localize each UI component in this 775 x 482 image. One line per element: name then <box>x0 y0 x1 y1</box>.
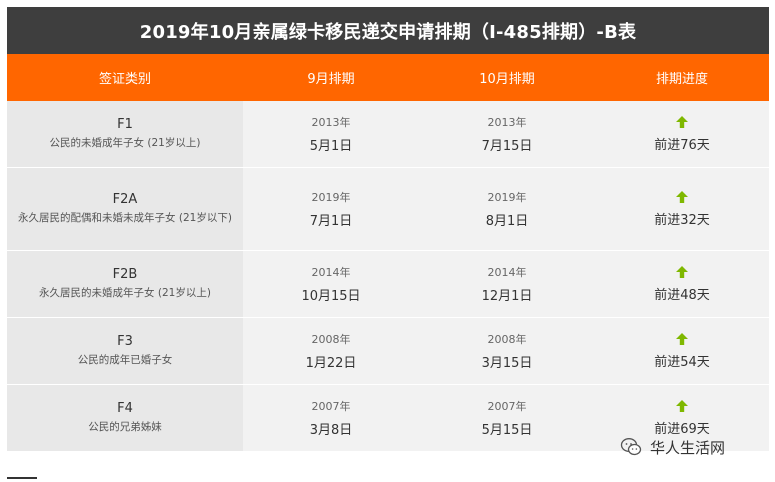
sep-date: 7月1日 <box>309 214 353 229</box>
watermark: 华人生活网 <box>620 436 725 458</box>
table-row: F3 公民的成年已婚子女 2008年 1月22日 2008年 3月15日 前进5… <box>7 318 769 385</box>
category-code: F2B <box>112 267 138 282</box>
oct-year: 2013年 <box>487 116 527 129</box>
oct-cell: 2019年 8月1日 <box>419 168 595 250</box>
watermark-text: 华人生活网 <box>650 438 726 457</box>
sep-date: 10月15日 <box>301 289 361 304</box>
oct-year: 2019年 <box>487 191 527 204</box>
category-desc: 公民的成年已婚子女 <box>77 354 173 366</box>
category-cell: F2A 永久居民的配偶和未婚未成年子女 (21岁以下) <box>7 168 243 250</box>
oct-cell: 2014年 12月1日 <box>419 251 595 317</box>
sep-date: 5月1日 <box>309 139 353 154</box>
sep-date: 1月22日 <box>305 356 357 371</box>
header-category: 签证类别 <box>98 72 151 87</box>
oct-cell: 2007年 5月15日 <box>419 385 595 451</box>
category-code: F3 <box>117 334 133 349</box>
oct-date: 5月15日 <box>481 423 533 438</box>
header-row: 签证类别 9月排期 10月排期 排期进度 <box>7 54 769 101</box>
sep-year: 2013年 <box>311 116 351 129</box>
wechat-icon <box>620 438 642 456</box>
category-code: F1 <box>117 117 133 132</box>
oct-year: 2007年 <box>487 400 527 413</box>
oct-date: 12月1日 <box>481 289 533 304</box>
sep-year: 2008年 <box>311 333 351 346</box>
progress-text: 前进54天 <box>654 355 710 370</box>
sep-cell: 2013年 5月1日 <box>243 101 419 167</box>
sep-cell: 2019年 7月1日 <box>243 168 419 250</box>
arrow-up-icon <box>676 191 688 203</box>
sep-year: 2007年 <box>311 400 351 413</box>
header-oct: 10月排期 <box>479 72 535 87</box>
sep-year: 2014年 <box>311 266 351 279</box>
progress-cell: 前进76天 <box>595 101 769 167</box>
sep-cell: 2008年 1月22日 <box>243 318 419 384</box>
category-desc: 公民的兄弟姊妹 <box>88 421 162 433</box>
table-row: F2B 永久居民的未婚成年子女 (21岁以上) 2014年 10月15日 201… <box>7 251 769 318</box>
category-code: F4 <box>117 401 133 416</box>
category-cell: F2B 永久居民的未婚成年子女 (21岁以上) <box>7 251 243 317</box>
category-cell: F3 公民的成年已婚子女 <box>7 318 243 384</box>
sep-date: 3月8日 <box>309 423 353 438</box>
progress-text: 前进32天 <box>654 213 710 228</box>
arrow-up-icon <box>676 116 688 128</box>
arrow-up-icon <box>676 400 688 412</box>
footer-divider <box>7 477 37 479</box>
sep-cell: 2007年 3月8日 <box>243 385 419 451</box>
oct-year: 2008年 <box>487 333 527 346</box>
header-progress: 排期进度 <box>655 72 708 87</box>
progress-text: 前进69天 <box>654 422 710 437</box>
category-cell: F1 公民的未婚成年子女 (21岁以上) <box>7 101 243 167</box>
table-row: F1 公民的未婚成年子女 (21岁以上) 2013年 5月1日 2013年 7月… <box>7 101 769 168</box>
table-row: F2A 永久居民的配偶和未婚未成年子女 (21岁以下) 2019年 7月1日 2… <box>7 168 769 251</box>
oct-date: 7月15日 <box>481 139 533 154</box>
sep-cell: 2014年 10月15日 <box>243 251 419 317</box>
category-cell: F4 公民的兄弟姊妹 <box>7 385 243 451</box>
header-sep: 9月排期 <box>307 72 355 87</box>
oct-year: 2014年 <box>487 266 527 279</box>
table-title: 2019年10月亲属绿卡移民递交申请排期（I-485排期）-B表 <box>7 7 769 54</box>
arrow-up-icon <box>676 333 688 345</box>
progress-text: 前进48天 <box>654 288 710 303</box>
oct-date: 3月15日 <box>481 356 533 371</box>
category-desc: 永久居民的配偶和未婚未成年子女 (21岁以下) <box>18 212 232 224</box>
oct-cell: 2008年 3月15日 <box>419 318 595 384</box>
progress-cell: 前进54天 <box>595 318 769 384</box>
visa-bulletin-table: 2019年10月亲属绿卡移民递交申请排期（I-485排期）-B表 签证类别 9月… <box>7 7 769 452</box>
progress-cell: 前进48天 <box>595 251 769 317</box>
oct-cell: 2013年 7月15日 <box>419 101 595 167</box>
oct-date: 8月1日 <box>485 214 529 229</box>
arrow-up-icon <box>676 266 688 278</box>
progress-cell: 前进32天 <box>595 168 769 250</box>
category-desc: 公民的未婚成年子女 (21岁以上) <box>49 137 201 149</box>
category-code: F2A <box>112 192 138 207</box>
progress-text: 前进76天 <box>654 138 710 153</box>
category-desc: 永久居民的未婚成年子女 (21岁以上) <box>39 287 211 299</box>
sep-year: 2019年 <box>311 191 351 204</box>
